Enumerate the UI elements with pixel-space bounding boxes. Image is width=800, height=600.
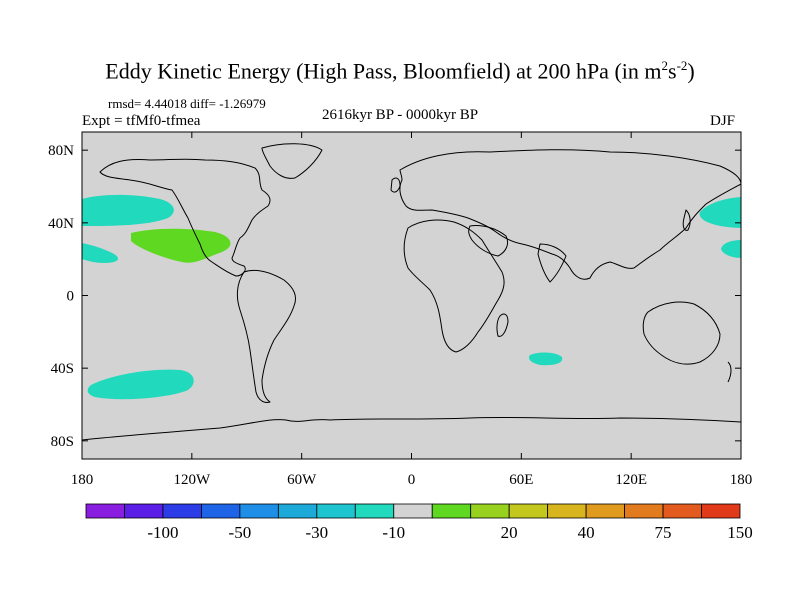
x-tick-label: 0 [408,472,416,488]
new-zealand-coast [727,361,732,383]
y-tick-label: 40N [48,216,74,232]
colorbar-swatch [431,503,472,519]
anomaly-south-pacific [87,369,194,400]
colorbar-label: -10 [382,523,405,542]
arabia-coast [468,225,509,257]
y-tick-label: 40S [51,361,74,377]
colorbar-swatch [585,503,625,519]
colorbar-label: 20 [501,523,518,542]
y-axis-ticks: 80N 40N 0 40S 80S [48,143,741,450]
colorbar-swatch [316,503,356,519]
colorbar-swatch [354,503,395,519]
map-background [82,132,741,459]
colorbar-label: -100 [147,523,178,542]
experiment-label: Expt = tfMf0-tfmea [82,113,201,129]
colorbar-swatch [162,503,202,519]
colorbar-label: 40 [578,523,595,542]
british-isles-coast [390,177,401,193]
colorbar-swatch [662,503,702,519]
x-tick-label: 180 [71,472,94,488]
anomaly-northwest-pacific [699,197,741,228]
colorbar-label: -30 [305,523,328,542]
colorbar-swatch [624,503,664,519]
stats-line: rmsd= 4.44018 diff= -1.26979 [108,96,266,111]
anomaly-north-pacific-central [131,228,231,263]
japan-coast [682,209,691,231]
colorbar-label: -50 [229,523,252,542]
y-tick-label: 80N [48,143,74,159]
anomaly-south-indian-ocean [529,352,563,366]
x-tick-label: 180 [730,472,753,488]
anomaly-subtropical-pacific-east [721,240,741,258]
colorbar-swatch [277,503,318,519]
colorbar-swatch [393,503,433,519]
anomaly-subtropical-pacific-west [82,243,119,263]
y-tick-label: 80S [51,434,74,450]
colorbar-label: 75 [655,523,672,542]
colorbar-swatch [547,503,587,519]
x-tick-label: 120W [173,472,211,488]
anomaly-layer [82,194,741,400]
season-label: DJF [710,113,736,129]
plot-title: Eddy Kinetic Energy (High Pass, Bloomfie… [105,58,695,84]
colorbar-swatch [701,503,741,519]
colorbar-swatch [201,503,241,519]
coastlines [82,143,741,441]
x-axis-ticks: 180 120W 60W 0 60E 120E 180 [71,132,753,488]
north-america-coast [99,158,271,277]
africa-coast [403,219,505,353]
india-coast [537,243,567,283]
madagascar-coast [496,313,509,337]
colorbar-swatch [239,503,279,519]
anomaly-north-pacific-west [82,194,174,226]
greenland-coast [261,143,323,179]
south-america-coast [236,269,297,403]
colorbar-swatch [508,503,549,519]
y-tick-label: 0 [67,289,75,305]
period-label: 2616kyr BP - 0000kyr BP [321,107,479,123]
colorbar-swatch [470,503,510,519]
x-tick-label: 60E [509,472,533,488]
colorbar-labels: -100 -50 -30 -10 20 40 75 150 [147,523,752,542]
antarctica-coast [82,416,741,441]
eurasia-coast [399,149,741,280]
x-tick-label: 120E [615,472,647,488]
colorbar-swatch [124,503,164,519]
colorbar-swatch [85,503,125,519]
x-tick-label: 60W [287,472,317,488]
australia-coast [642,301,721,365]
colorbar [85,503,741,519]
colorbar-label: 150 [727,523,753,542]
